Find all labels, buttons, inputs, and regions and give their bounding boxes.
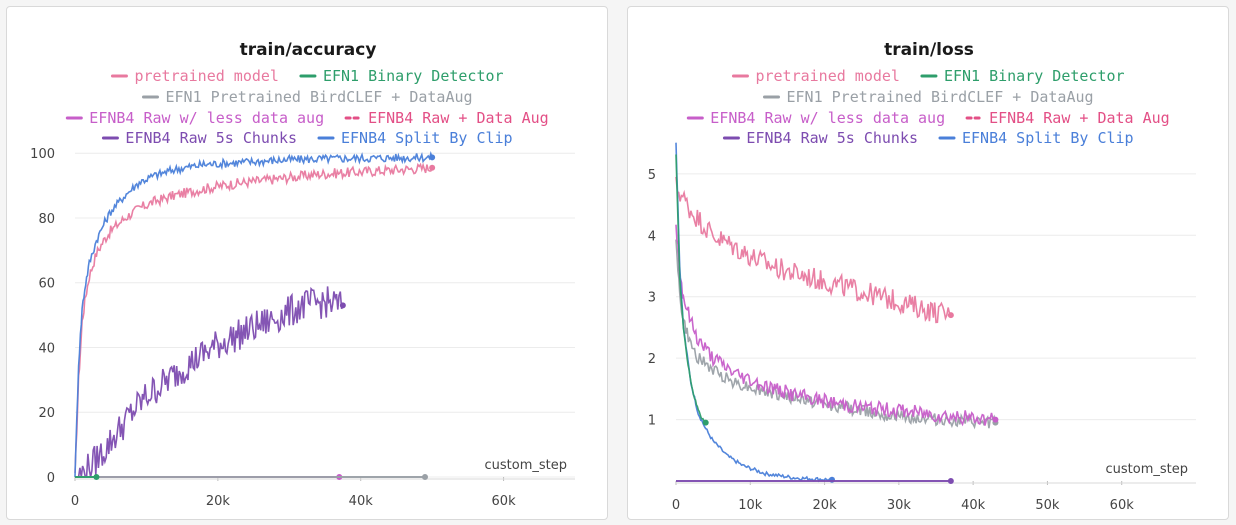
- legend-label: EFN1 Binary Detector: [323, 67, 504, 85]
- x-tick-label: 10k: [738, 498, 763, 513]
- loss-chart-panel: 1 2 3 4 5 0 10k 20k 30k 40k 50k 60k custom_step train…: [627, 6, 1229, 520]
- series-end-point: [992, 416, 999, 423]
- y-tick-label: 100: [30, 147, 55, 162]
- x-tick-label: 0: [71, 494, 79, 509]
- series-line-efnb4-split-by-clip: [74, 151, 433, 478]
- legend-item-efnb4-raw-w-less-data-aug[interactable]: EFNB4 Raw w/ less data aug: [686, 109, 945, 127]
- x-tick-label: 20k: [813, 498, 838, 513]
- legend-item-efnb4-split-by-clip[interactable]: EFNB4 Split By Clip: [938, 129, 1134, 147]
- x-tick-label: 40k: [349, 494, 374, 509]
- y-tick-label: 60: [38, 277, 55, 292]
- series-line-pretrained-model: [675, 176, 952, 324]
- legend-label: EFNB4 Raw w/ less data aug: [89, 109, 324, 127]
- series-end-point: [947, 478, 954, 484]
- series-line-efn1-pretrained-birdclef-dataaug: [675, 239, 997, 430]
- series-line-pretrained-model: [74, 162, 433, 474]
- legend-item-pretrained-model[interactable]: pretrained model: [731, 67, 900, 85]
- chart-title: train/loss: [884, 40, 974, 60]
- series-end-point: [702, 419, 709, 426]
- legend-label: EFNB4 Raw w/ less data aug: [710, 109, 945, 127]
- series-line-efnb4-split-by-clip: [675, 142, 833, 483]
- legend-item-efnb4-raw-w-less-data-aug[interactable]: EFNB4 Raw w/ less data aug: [65, 109, 324, 127]
- loss-chart: 1 2 3 4 5 0 10k 20k 30k 40k 50k 60k custom_step train…: [648, 40, 1196, 513]
- x-axis-label: custom_step: [485, 458, 568, 473]
- y-tick-label: 5: [648, 168, 656, 183]
- legend-label: pretrained model: [134, 67, 279, 85]
- legend-label: EFNB4 Raw 5s Chunks: [125, 129, 297, 147]
- series-end-point: [93, 474, 100, 480]
- legend-label: EFNB4 Split By Clip: [341, 129, 513, 147]
- legend-item-efnb4-raw-5s-chunks[interactable]: EFNB4 Raw 5s Chunks: [722, 129, 918, 147]
- legend-label: EFNB4 Raw + Data Aug: [368, 109, 549, 127]
- series-line-efnb4-raw-w-less-data-aug: [675, 224, 996, 427]
- legend-label: EFNB4 Raw 5s Chunks: [746, 129, 918, 147]
- legend-label: pretrained model: [755, 67, 899, 85]
- series-line-efnb4-raw-5s-chunks: [77, 286, 344, 478]
- legend-label: EFNB4 Split By Clip: [962, 129, 1134, 147]
- x-axis-label: custom_step: [1106, 462, 1189, 477]
- series-end-point: [429, 154, 436, 161]
- series-end-point: [429, 164, 436, 171]
- legend-item-efnb4-raw-data-aug[interactable]: EFNB4 Raw + Data Aug: [344, 109, 549, 127]
- y-tick-label: 40: [38, 341, 55, 356]
- y-tick-label: 4: [648, 229, 656, 244]
- chart-title: train/accuracy: [240, 40, 377, 60]
- y-tick-label: 2: [648, 352, 656, 367]
- x-tick-label: 0: [672, 498, 680, 513]
- legend-item-efn1-pretrained-birdclef-dataaug[interactable]: EFN1 Pretrained BirdCLEF + DataAug: [762, 88, 1094, 106]
- y-tick-label: 20: [38, 406, 55, 421]
- series-end-point: [339, 302, 346, 309]
- y-tick-label: 80: [38, 212, 55, 227]
- accuracy-chart-panel: 0 20 40 60 80 100 0 20k 40k 60k custom_step train/a…: [6, 6, 608, 520]
- y-tick-label: 0: [47, 471, 55, 486]
- legend-item-efnb4-raw-data-aug[interactable]: EFNB4 Raw + Data Aug: [965, 109, 1170, 127]
- x-tick-label: 20k: [206, 494, 231, 509]
- legend-item-efnb4-raw-5s-chunks[interactable]: EFNB4 Raw 5s Chunks: [101, 129, 297, 147]
- x-tick-label: 60k: [492, 494, 517, 509]
- y-tick-label: 1: [648, 414, 656, 429]
- x-tick-label: 50k: [1035, 498, 1060, 513]
- legend-label: EFN1 Pretrained BirdCLEF + DataAug: [786, 88, 1093, 106]
- series-end-point: [422, 474, 428, 480]
- legend-item-efnb4-split-by-clip[interactable]: EFNB4 Split By Clip: [317, 129, 513, 147]
- series-end-point: [947, 312, 954, 319]
- legend-item-efn1-binary-detector[interactable]: EFN1 Binary Detector: [299, 67, 504, 85]
- x-tick-label: 40k: [961, 498, 986, 513]
- x-tick-label: 30k: [887, 498, 912, 513]
- x-tick-label: 60k: [1110, 498, 1135, 513]
- legend-item-efn1-binary-detector[interactable]: EFN1 Binary Detector: [920, 67, 1125, 85]
- legend-item-efn1-pretrained-birdclef-dataaug[interactable]: EFN1 Pretrained BirdCLEF + DataAug: [141, 88, 473, 106]
- legend-item-pretrained-model[interactable]: pretrained model: [110, 67, 279, 85]
- legend-label: EFN1 Binary Detector: [944, 67, 1125, 85]
- legend-label: EFN1 Pretrained BirdCLEF + DataAug: [165, 88, 472, 106]
- legend-label: EFNB4 Raw + Data Aug: [989, 109, 1170, 127]
- y-tick-label: 3: [648, 291, 656, 306]
- series-line-efn1-binary-detector: [675, 154, 707, 423]
- accuracy-chart: 0 20 40 60 80 100 0 20k 40k 60k custom_step train/a…: [30, 40, 575, 509]
